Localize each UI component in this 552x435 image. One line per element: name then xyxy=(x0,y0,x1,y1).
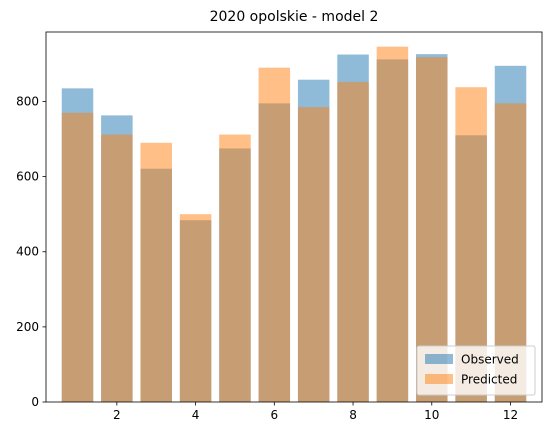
y-tick-label: 200 xyxy=(16,320,39,334)
predicted-bar-7 xyxy=(297,107,330,403)
axes-group: 2 4 6 8 10 12 0 200 400 600 800 xyxy=(16,31,543,422)
y-tick-label: 400 xyxy=(16,245,39,259)
x-tick-label: 10 xyxy=(424,408,439,422)
predicted-bar-1 xyxy=(61,112,94,403)
predicted-bar-6 xyxy=(258,67,291,403)
legend-swatch-predicted xyxy=(425,374,453,384)
x-tick-label: 4 xyxy=(192,408,200,422)
y-tick-label: 0 xyxy=(31,395,39,409)
plot-frame xyxy=(45,31,543,403)
predicted-bar-10 xyxy=(416,57,448,402)
x-tick-label: 2 xyxy=(113,408,121,422)
y-tick-label: 800 xyxy=(16,94,39,108)
legend-swatch-observed xyxy=(425,354,453,364)
x-tick-label: 8 xyxy=(349,408,357,422)
chart-title: 2020 opolskie - model 2 xyxy=(210,9,379,25)
predicted-bar-3 xyxy=(140,142,172,402)
x-tick-label: 6 xyxy=(270,408,278,422)
predicted-bar-5 xyxy=(219,134,251,402)
predicted-bar-4 xyxy=(179,214,212,402)
bars-group xyxy=(61,46,527,403)
predicted-bar-9 xyxy=(376,46,409,402)
legend-label-predicted: Predicted xyxy=(461,373,517,387)
predicted-bar-2 xyxy=(101,134,133,402)
x-tick-label: 12 xyxy=(503,408,518,422)
legend: Observed Predicted xyxy=(416,345,536,396)
y-tick-label: 600 xyxy=(16,170,39,184)
predicted-bar-8 xyxy=(337,81,369,403)
legend-label-observed: Observed xyxy=(461,353,519,367)
